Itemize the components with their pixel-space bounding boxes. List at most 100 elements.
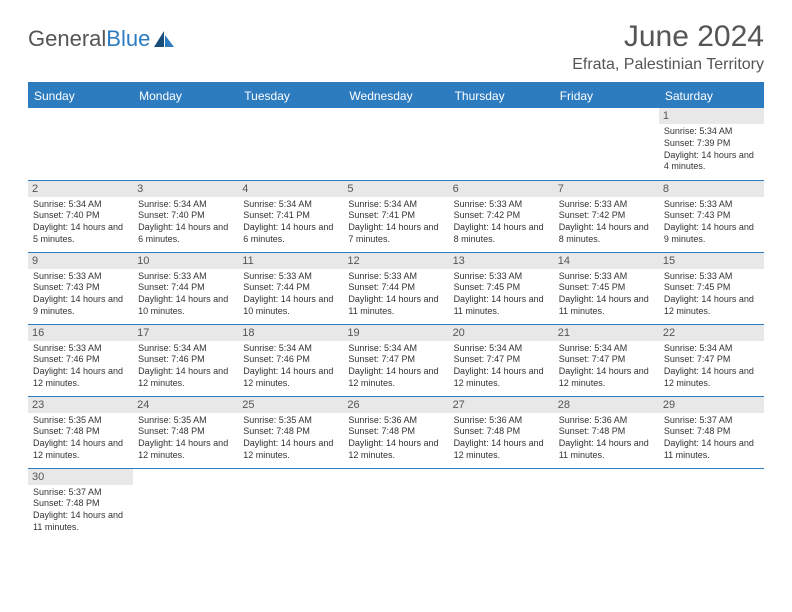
page-title: June 2024 xyxy=(572,20,764,54)
calendar-cell xyxy=(554,468,659,540)
day-number: 10 xyxy=(133,253,238,269)
sunset-line: Sunset: 7:45 PM xyxy=(454,282,549,294)
calendar-cell: 2Sunrise: 5:34 AMSunset: 7:40 PMDaylight… xyxy=(28,180,133,252)
daylight-line: Daylight: 14 hours and 12 minutes. xyxy=(664,294,759,317)
sunrise-line: Sunrise: 5:33 AM xyxy=(454,271,549,283)
sunrise-line: Sunrise: 5:34 AM xyxy=(559,343,654,355)
sunset-line: Sunset: 7:45 PM xyxy=(664,282,759,294)
daylight-line: Daylight: 14 hours and 11 minutes. xyxy=(348,294,443,317)
sunset-line: Sunset: 7:42 PM xyxy=(454,210,549,222)
calendar-cell: 1Sunrise: 5:34 AMSunset: 7:39 PMDaylight… xyxy=(659,108,764,180)
sunset-line: Sunset: 7:48 PM xyxy=(33,426,128,438)
sunrise-line: Sunrise: 5:33 AM xyxy=(348,271,443,283)
calendar-cell: 12Sunrise: 5:33 AMSunset: 7:44 PMDayligh… xyxy=(343,252,448,324)
day-number: 7 xyxy=(554,181,659,197)
sunset-line: Sunset: 7:48 PM xyxy=(33,498,128,510)
daylight-line: Daylight: 14 hours and 12 minutes. xyxy=(243,438,338,461)
calendar-cell xyxy=(343,108,448,180)
daylight-line: Daylight: 14 hours and 6 minutes. xyxy=(138,222,233,245)
daylight-line: Daylight: 14 hours and 8 minutes. xyxy=(559,222,654,245)
daylight-line: Daylight: 14 hours and 12 minutes. xyxy=(33,438,128,461)
calendar-week: 2Sunrise: 5:34 AMSunset: 7:40 PMDaylight… xyxy=(28,180,764,252)
calendar-cell: 6Sunrise: 5:33 AMSunset: 7:42 PMDaylight… xyxy=(449,180,554,252)
day-number: 16 xyxy=(28,325,133,341)
sunset-line: Sunset: 7:48 PM xyxy=(348,426,443,438)
calendar-cell: 27Sunrise: 5:36 AMSunset: 7:48 PMDayligh… xyxy=(449,396,554,468)
calendar-week: 1Sunrise: 5:34 AMSunset: 7:39 PMDaylight… xyxy=(28,108,764,180)
calendar-cell: 24Sunrise: 5:35 AMSunset: 7:48 PMDayligh… xyxy=(133,396,238,468)
calendar-cell: 3Sunrise: 5:34 AMSunset: 7:40 PMDaylight… xyxy=(133,180,238,252)
calendar-cell: 21Sunrise: 5:34 AMSunset: 7:47 PMDayligh… xyxy=(554,324,659,396)
sunrise-line: Sunrise: 5:34 AM xyxy=(454,343,549,355)
sunset-line: Sunset: 7:42 PM xyxy=(559,210,654,222)
calendar-cell: 5Sunrise: 5:34 AMSunset: 7:41 PMDaylight… xyxy=(343,180,448,252)
day-number: 27 xyxy=(449,397,554,413)
sunset-line: Sunset: 7:41 PM xyxy=(348,210,443,222)
daylight-line: Daylight: 14 hours and 9 minutes. xyxy=(664,222,759,245)
day-number: 18 xyxy=(238,325,343,341)
sunrise-line: Sunrise: 5:35 AM xyxy=(33,415,128,427)
day-number: 15 xyxy=(659,253,764,269)
sunset-line: Sunset: 7:43 PM xyxy=(33,282,128,294)
header: GeneralBlue June 2024 Efrata, Palestinia… xyxy=(28,20,764,74)
sunrise-line: Sunrise: 5:33 AM xyxy=(33,271,128,283)
sunset-line: Sunset: 7:47 PM xyxy=(559,354,654,366)
calendar-cell: 23Sunrise: 5:35 AMSunset: 7:48 PMDayligh… xyxy=(28,396,133,468)
daylight-line: Daylight: 14 hours and 12 minutes. xyxy=(664,366,759,389)
calendar-cell: 22Sunrise: 5:34 AMSunset: 7:47 PMDayligh… xyxy=(659,324,764,396)
daylight-line: Daylight: 14 hours and 6 minutes. xyxy=(243,222,338,245)
sunrise-line: Sunrise: 5:34 AM xyxy=(243,343,338,355)
day-number: 17 xyxy=(133,325,238,341)
sunset-line: Sunset: 7:45 PM xyxy=(559,282,654,294)
daylight-line: Daylight: 14 hours and 7 minutes. xyxy=(348,222,443,245)
calendar-cell xyxy=(133,108,238,180)
calendar-cell xyxy=(133,468,238,540)
sunset-line: Sunset: 7:47 PM xyxy=(454,354,549,366)
day-number: 8 xyxy=(659,181,764,197)
logo-text-b: Blue xyxy=(106,26,150,52)
calendar-week: 9Sunrise: 5:33 AMSunset: 7:43 PMDaylight… xyxy=(28,252,764,324)
sunset-line: Sunset: 7:48 PM xyxy=(454,426,549,438)
calendar-week: 30 Sunrise: 5:37 AMSunset: 7:48 PMDayligh… xyxy=(28,468,764,540)
day-number: 14 xyxy=(554,253,659,269)
daylight-line: Daylight: 14 hours and 8 minutes. xyxy=(454,222,549,245)
daylight-line: Daylight: 14 hours and 12 minutes. xyxy=(348,366,443,389)
title-block: June 2024 Efrata, Palestinian Territory xyxy=(572,20,764,74)
logo-sail-icon xyxy=(152,29,176,49)
daylight-line: Daylight: 14 hours and 12 minutes. xyxy=(243,366,338,389)
calendar-cell: 29Sunrise: 5:37 AMSunset: 7:48 PMDayligh… xyxy=(659,396,764,468)
sunrise-line: Sunrise: 5:34 AM xyxy=(348,199,443,211)
calendar-cell: 30 Sunrise: 5:37 AMSunset: 7:48 PMDayligh… xyxy=(28,468,133,540)
day-header: Monday xyxy=(133,83,238,108)
sunrise-line: Sunrise: 5:33 AM xyxy=(664,199,759,211)
daylight-line: Daylight: 14 hours and 12 minutes. xyxy=(348,438,443,461)
day-number: 28 xyxy=(554,397,659,413)
daylight-line: Daylight: 14 hours and 11 minutes. xyxy=(33,510,128,533)
day-number: 11 xyxy=(238,253,343,269)
sunrise-line: Sunrise: 5:33 AM xyxy=(243,271,338,283)
sunset-line: Sunset: 7:43 PM xyxy=(664,210,759,222)
sunrise-line: Sunrise: 5:34 AM xyxy=(138,343,233,355)
sunset-line: Sunset: 7:41 PM xyxy=(243,210,338,222)
sunrise-line: Sunrise: 5:33 AM xyxy=(664,271,759,283)
daylight-line: Daylight: 14 hours and 11 minutes. xyxy=(454,294,549,317)
sunset-line: Sunset: 7:48 PM xyxy=(559,426,654,438)
sunset-line: Sunset: 7:46 PM xyxy=(243,354,338,366)
calendar-body: 1Sunrise: 5:34 AMSunset: 7:39 PMDaylight… xyxy=(28,108,764,540)
sunset-line: Sunset: 7:47 PM xyxy=(348,354,443,366)
day-number: 21 xyxy=(554,325,659,341)
day-header: Friday xyxy=(554,83,659,108)
sunrise-line: Sunrise: 5:33 AM xyxy=(454,199,549,211)
daylight-line: Daylight: 14 hours and 10 minutes. xyxy=(138,294,233,317)
sunrise-line: Sunrise: 5:34 AM xyxy=(664,126,759,138)
sunset-line: Sunset: 7:40 PM xyxy=(33,210,128,222)
calendar-cell: 18 Sunrise: 5:34 AMSunset: 7:46 PMDayligh… xyxy=(238,324,343,396)
day-number: 26 xyxy=(343,397,448,413)
sunset-line: Sunset: 7:47 PM xyxy=(664,354,759,366)
sunrise-line: Sunrise: 5:35 AM xyxy=(243,415,338,427)
sunrise-line: Sunrise: 5:37 AM xyxy=(33,487,128,499)
daylight-line: Daylight: 14 hours and 10 minutes. xyxy=(243,294,338,317)
calendar-cell xyxy=(238,108,343,180)
calendar-cell: 4Sunrise: 5:34 AMSunset: 7:41 PMDaylight… xyxy=(238,180,343,252)
day-number: 30 xyxy=(28,469,133,485)
